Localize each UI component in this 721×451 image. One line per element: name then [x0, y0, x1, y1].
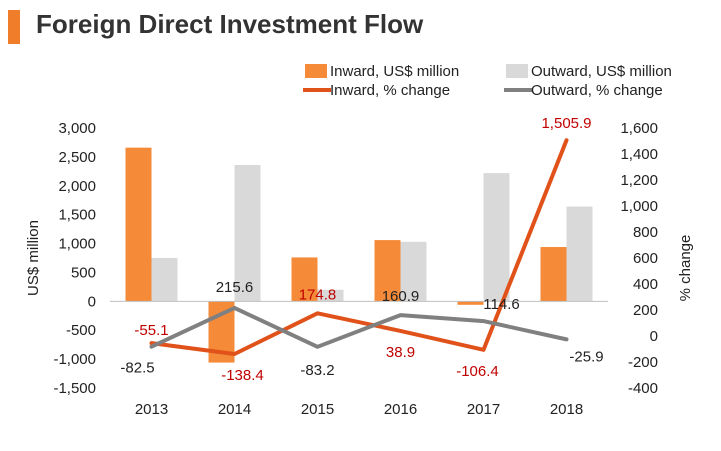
inward-pct-point — [482, 348, 485, 352]
chart-legend: Inward, US$ million Outward, US$ million I… — [303, 63, 672, 99]
inward-pct-label: -106.4 — [456, 363, 499, 380]
inward-pct-point — [150, 341, 153, 345]
outward-bar — [317, 289, 344, 302]
right-tick-label: 800 — [633, 224, 658, 241]
inward-pct-line — [149, 138, 569, 356]
outward-bar — [151, 258, 178, 302]
x-axis: 2013 2014 2015 2016 2017 2018 — [135, 401, 583, 418]
inward-pct-label: -55.1 — [134, 322, 168, 339]
left-axis: 3,000 2,500 2,000 1,500 1,000 500 0 -500 -1,000 -… — [25, 120, 96, 397]
outward-pct-point — [316, 345, 319, 349]
right-axis: 1,600 1,400 1,200 1,000 800 600 400 200 0 -200 -40… — [620, 120, 694, 397]
right-tick-label: 1,000 — [620, 198, 658, 215]
left-tick-label: -1,500 — [53, 380, 96, 397]
outward-pct-point — [482, 319, 485, 323]
category-label: 2015 — [301, 401, 334, 418]
inward-bar — [457, 301, 484, 305]
left-tick-label: 500 — [71, 264, 96, 281]
inward-bar — [125, 147, 152, 302]
left-tick-label: -500 — [66, 322, 96, 339]
category-label: 2013 — [135, 401, 168, 418]
right-tick-label: -200 — [628, 354, 658, 371]
inward-bar — [540, 247, 567, 302]
category-label: 2017 — [467, 401, 500, 418]
right-tick-label: 200 — [633, 302, 658, 319]
left-tick-label: 2,500 — [58, 149, 96, 166]
outward-pct-line — [149, 305, 569, 349]
legend-outward-bar-label: Outward, US$ million — [531, 63, 672, 80]
inward-pct-label: 1,505.9 — [541, 115, 591, 132]
inward-pct-label: 174.8 — [299, 286, 337, 303]
left-tick-label: 0 — [88, 293, 96, 310]
category-label: 2014 — [218, 401, 251, 418]
title-accent-bar — [8, 10, 20, 44]
inward-pct-point — [233, 352, 236, 356]
outward-bar — [566, 206, 593, 302]
inward-pct-label: -138.4 — [221, 367, 264, 384]
left-tick-label: 1,000 — [58, 236, 96, 253]
category-label: 2016 — [384, 401, 417, 418]
legend-inward-bar-swatch — [305, 64, 327, 78]
outward-pct-label: -82.5 — [120, 360, 154, 377]
outward-bar — [400, 241, 427, 302]
left-tick-label: 2,000 — [58, 178, 96, 195]
right-tick-label: 1,400 — [620, 146, 658, 163]
outward-pct-label: -25.9 — [569, 348, 603, 365]
right-tick-label: -400 — [628, 380, 658, 397]
outward-pct-label: 114.6 — [483, 296, 519, 313]
outward-pct-point — [399, 313, 402, 317]
inward-pct-point — [316, 311, 319, 315]
inward-bar — [374, 240, 401, 302]
outward-pct-point — [233, 306, 236, 310]
inward-pct-point — [565, 138, 568, 142]
outward-bar — [483, 173, 510, 302]
right-tick-label: 0 — [650, 328, 658, 345]
data-labels: -55.1 -138.4 174.8 38.9 -106.4 1,505.9 -82.5 21… — [120, 115, 603, 384]
legend-outward-line-label: Outward, % change — [531, 82, 663, 99]
left-axis-title: US$ million — [25, 220, 42, 296]
outward-pct-point — [565, 337, 568, 341]
inward-bar — [291, 257, 318, 302]
left-tick-label: 3,000 — [58, 120, 96, 137]
line-series — [149, 138, 569, 356]
right-tick-label: 400 — [633, 276, 658, 293]
inward-pct-point — [399, 329, 402, 333]
legend-inward-line-label: Inward, % change — [330, 82, 450, 99]
legend-inward-bar-label: Inward, US$ million — [330, 63, 459, 80]
left-tick-label: -1,000 — [53, 351, 96, 368]
right-axis-title: % change — [677, 235, 694, 302]
outward-pct-label: -83.2 — [300, 362, 334, 379]
outward-bar — [234, 164, 261, 302]
legend-outward-bar-swatch — [506, 64, 528, 78]
left-tick-label: 1,500 — [58, 207, 96, 224]
outward-pct-point — [150, 345, 153, 349]
right-tick-label: 1,600 — [620, 120, 658, 137]
right-tick-label: 1,200 — [620, 172, 658, 189]
inward-pct-label: 38.9 — [386, 344, 415, 361]
chart-title: Foreign Direct Investment Flow — [36, 9, 424, 39]
outward-pct-label: 215.6 — [216, 279, 254, 296]
category-label: 2018 — [550, 401, 583, 418]
outward-pct-label: 160.9 — [382, 288, 420, 305]
right-tick-label: 600 — [633, 250, 658, 267]
